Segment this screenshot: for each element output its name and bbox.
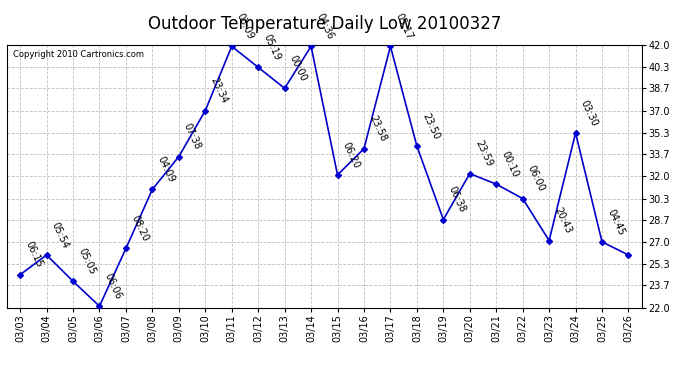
Text: 06:00: 06:00 [526, 164, 546, 194]
Text: 23:59: 23:59 [473, 139, 494, 168]
Text: 20:43: 20:43 [552, 206, 573, 236]
Text: 05:54: 05:54 [50, 220, 70, 250]
Text: 00:10: 00:10 [500, 150, 520, 179]
Text: 06:06: 06:06 [103, 272, 124, 301]
Text: 04:36: 04:36 [314, 12, 335, 41]
Text: 06:38: 06:38 [446, 185, 467, 214]
Text: 00:00: 00:00 [288, 54, 308, 83]
Text: 05:19: 05:19 [262, 33, 282, 62]
Text: 04:09: 04:09 [155, 155, 177, 184]
Text: Copyright 2010 Cartronics.com: Copyright 2010 Cartronics.com [13, 50, 144, 59]
Text: 23:50: 23:50 [420, 111, 441, 141]
Text: 03:09: 03:09 [235, 12, 256, 41]
Text: 05:17: 05:17 [393, 12, 415, 41]
Text: 05:05: 05:05 [76, 246, 97, 276]
Text: 06:20: 06:20 [341, 140, 362, 170]
Text: Outdoor Temperature Daily Low 20100327: Outdoor Temperature Daily Low 20100327 [148, 15, 501, 33]
Text: 03:30: 03:30 [579, 98, 600, 128]
Text: 08:20: 08:20 [129, 214, 150, 243]
Text: 06:15: 06:15 [23, 240, 44, 269]
Text: 23:58: 23:58 [367, 114, 388, 144]
Text: 07:38: 07:38 [182, 122, 203, 151]
Text: 04:45: 04:45 [605, 207, 626, 237]
Text: 23:34: 23:34 [208, 76, 229, 105]
